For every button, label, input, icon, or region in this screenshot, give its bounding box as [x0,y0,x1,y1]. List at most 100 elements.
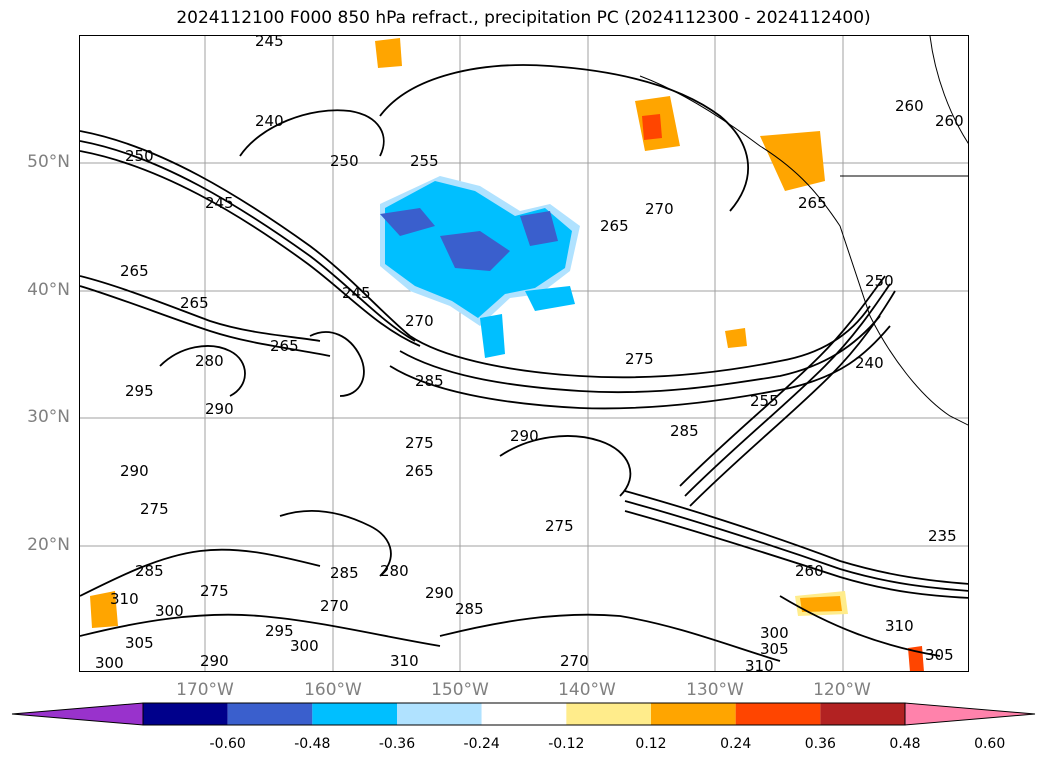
colorbar-cell [651,703,736,725]
contour-label: 255 [750,392,779,410]
precip-negative-lobe-2 [525,286,575,311]
contour-label: 290 [120,462,149,480]
colorbar-cell [820,703,905,725]
precip-strong-negative-1 [380,208,435,236]
lon-label-170w: 170°W [176,680,234,700]
lat-label-40n: 40°N [27,280,70,300]
lat-label-20n: 20°N [27,535,70,555]
colorbar-cell [397,703,482,725]
graticule [80,36,968,671]
lon-label-150w: 150°W [431,680,489,700]
lat-label-30n: 30°N [27,407,70,427]
contour-label: 305 [125,634,154,652]
colorbar-tick-label: 0.60 [974,736,1006,752]
lon-label-130w: 130°W [686,680,744,700]
contour-label: 305 [925,646,954,664]
colorbar [11,702,1036,726]
colorbar-tick-label: -0.48 [294,736,331,752]
precip-positive-orange-5 [375,38,402,68]
contour-label: 285 [455,600,484,618]
colorbar-cells [11,702,1036,726]
contour-label: 295 [125,382,154,400]
contour-label: 310 [390,652,419,670]
precip-strong-negative-2 [440,231,510,271]
map-canvas: 245 240 250 255 265 270 245 250 265 260 … [80,36,968,672]
contour-label: 275 [545,517,574,535]
colorbar-extend-min [11,702,144,726]
colorbar-tick-label: 0.36 [804,736,836,752]
contour-label: 260 [795,562,824,580]
colorbar-tick-label: -0.36 [378,736,416,752]
contour-label: 265 [405,462,434,480]
contour-label: 240 [255,112,284,130]
precip-positive-orange-6 [725,328,747,348]
contour-label: 245 [342,284,371,302]
precip-positive-orange-3 [800,596,842,612]
contour-label: 235 [928,527,957,545]
colorbar-tick-label: 0.12 [635,736,667,752]
contour-label: 290 [205,400,234,418]
contour-label: 250 [125,147,154,165]
colorbar-cell [735,703,821,725]
contour-label: 285 [415,372,444,390]
contour-label: 270 [560,652,589,670]
contour-label: 310 [885,617,914,635]
contour-label: 310 [110,590,139,608]
precip-strong-negative-3 [520,211,558,246]
contour-label: 270 [320,597,349,615]
contour-label: 260 [935,112,964,130]
contour-label: 245 [205,194,234,212]
contour-label: 305 [760,640,789,658]
contour-label: 275 [200,582,229,600]
contour-label: 285 [670,422,699,440]
contour-label: 265 [270,337,299,355]
map-panel: 245 240 250 255 265 270 245 250 265 260 … [79,35,969,672]
precip-shading [90,38,924,671]
contour-label: 270 [405,312,434,330]
colorbar-tick-label: -0.12 [548,736,585,752]
contour-label: 255 [410,152,439,170]
contour-label: 290 [425,584,454,602]
lat-label-50n: 50°N [27,152,70,172]
colorbar-cell [566,703,651,725]
contour-label: 250 [330,152,359,170]
contour-labels: 245 240 250 255 265 270 245 250 265 260 … [95,36,964,672]
contour-label: 265 [120,262,149,280]
contour-label: 270 [645,200,674,218]
colorbar-extend-max [904,702,1036,726]
lon-label-160w: 160°W [304,680,362,700]
colorbar-tick-label: -0.60 [209,736,246,752]
contour-label: 300 [95,654,124,672]
map-title: 2024112100 F000 850 hPa refract., precip… [176,8,871,28]
contour-label: 280 [195,352,224,370]
colorbar-cell [227,703,313,725]
contour-label: 275 [140,500,169,518]
contour-label: 275 [405,434,434,452]
contour-label: 290 [510,427,539,445]
contour-label: 280 [380,562,409,580]
contour-label: 250 [865,272,894,290]
contour-label: 240 [855,354,884,372]
colorbar-cell [312,703,397,725]
contour-label: 285 [135,562,164,580]
contour-label: 300 [290,637,319,655]
lon-label-140w: 140°W [558,680,616,700]
contour-label: 310 [745,657,774,672]
colorbar-tick-label: 0.24 [720,736,752,752]
contour-label: 300 [155,602,184,620]
contour-label: 245 [255,36,284,50]
colorbar-tick-label: 0.48 [889,736,921,752]
contour-label: 265 [600,217,629,235]
coastline [639,36,968,426]
contour-label: 285 [330,564,359,582]
contour-label: 295 [265,622,294,640]
contour-label: 300 [760,624,789,642]
contour-label: 260 [895,97,924,115]
precip-positive-orange-2 [760,131,825,191]
contour-label: 290 [200,652,229,670]
contour-label: 275 [625,350,654,368]
precip-negative-lobe [480,314,505,358]
precip-positive-orange-4 [90,591,118,628]
colorbar-frame [142,702,906,726]
contour-label: 265 [798,194,827,212]
